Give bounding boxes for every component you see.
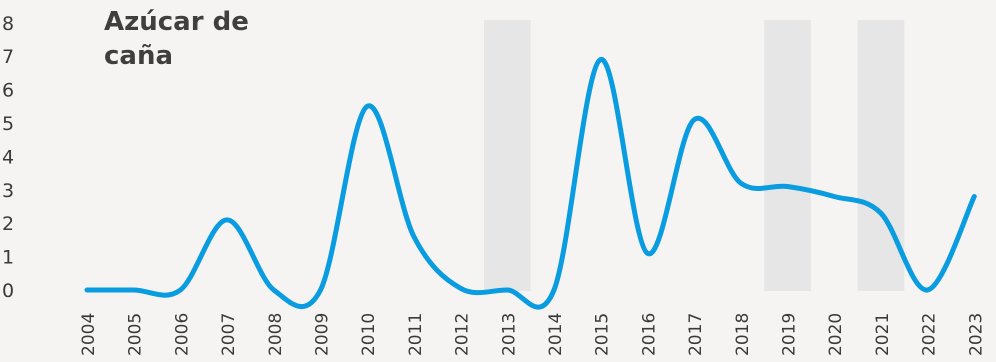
x-tick-label: 2013 (499, 313, 519, 356)
x-tick-label: 2019 (780, 313, 800, 356)
x-tick-label: 2007 (219, 313, 239, 356)
x-tick-label: 2009 (313, 313, 333, 356)
y-tick-label: 3 (2, 180, 14, 202)
data-point-2009 (318, 288, 323, 293)
highlight-band-2019 (764, 20, 811, 291)
x-tick-label: 2015 (593, 313, 613, 356)
data-point-2016 (645, 251, 650, 256)
data-point-2008 (271, 288, 276, 293)
data-point-2007 (225, 217, 230, 222)
x-tick-label: 2012 (453, 313, 473, 356)
data-point-2006 (178, 288, 183, 293)
y-tick-label: 6 (2, 80, 14, 102)
data-point-2022 (925, 288, 930, 293)
data-point-2015 (598, 57, 603, 62)
chart-title: Azúcar de caña (104, 5, 249, 73)
data-point-2013 (505, 288, 510, 293)
data-point-2021 (878, 211, 883, 216)
x-tick-label: 2016 (639, 313, 659, 356)
x-tick-label: 2022 (920, 313, 940, 356)
x-tick-label: 2023 (966, 313, 986, 356)
data-point-2023 (972, 194, 977, 199)
y-tick-label: 5 (2, 113, 14, 135)
y-tick-label: 0 (2, 280, 14, 302)
data-point-2010 (365, 104, 370, 109)
chart-title-line-1: Azúcar de (104, 7, 249, 37)
data-point-2005 (131, 288, 136, 293)
y-tick-label: 1 (2, 247, 14, 269)
x-tick-label: 2011 (406, 313, 426, 356)
x-tick-label: 2017 (686, 313, 706, 356)
x-tick-label: 2021 (873, 313, 893, 356)
x-tick-label: 2020 (826, 313, 846, 356)
x-tick-label: 2006 (172, 313, 192, 356)
data-point-2004 (85, 288, 90, 293)
y-tick-label: 8 (2, 13, 14, 35)
data-point-2012 (458, 286, 463, 291)
y-tick-label: 4 (2, 146, 14, 168)
data-point-2019 (785, 184, 790, 189)
y-tick-label: 2 (2, 213, 14, 235)
chart-title-line-2: caña (104, 41, 174, 71)
x-tick-label: 2005 (126, 313, 146, 356)
data-point-2011 (411, 234, 416, 239)
data-point-2018 (738, 181, 743, 186)
highlight-band-2021 (857, 20, 905, 291)
x-tick-label: 2004 (79, 313, 99, 356)
x-tick-label: 2010 (359, 313, 379, 356)
highlight-band-2013 (483, 20, 531, 291)
data-point-2017 (692, 117, 697, 122)
x-tick-label: 2018 (733, 313, 753, 356)
series-line-0 (84, 56, 977, 310)
x-tick-label: 2014 (546, 313, 566, 356)
y-tick-label: 7 (2, 46, 14, 68)
data-point-2020 (832, 194, 837, 199)
data-point-2014 (552, 288, 557, 293)
x-tick-label: 2008 (266, 313, 286, 356)
